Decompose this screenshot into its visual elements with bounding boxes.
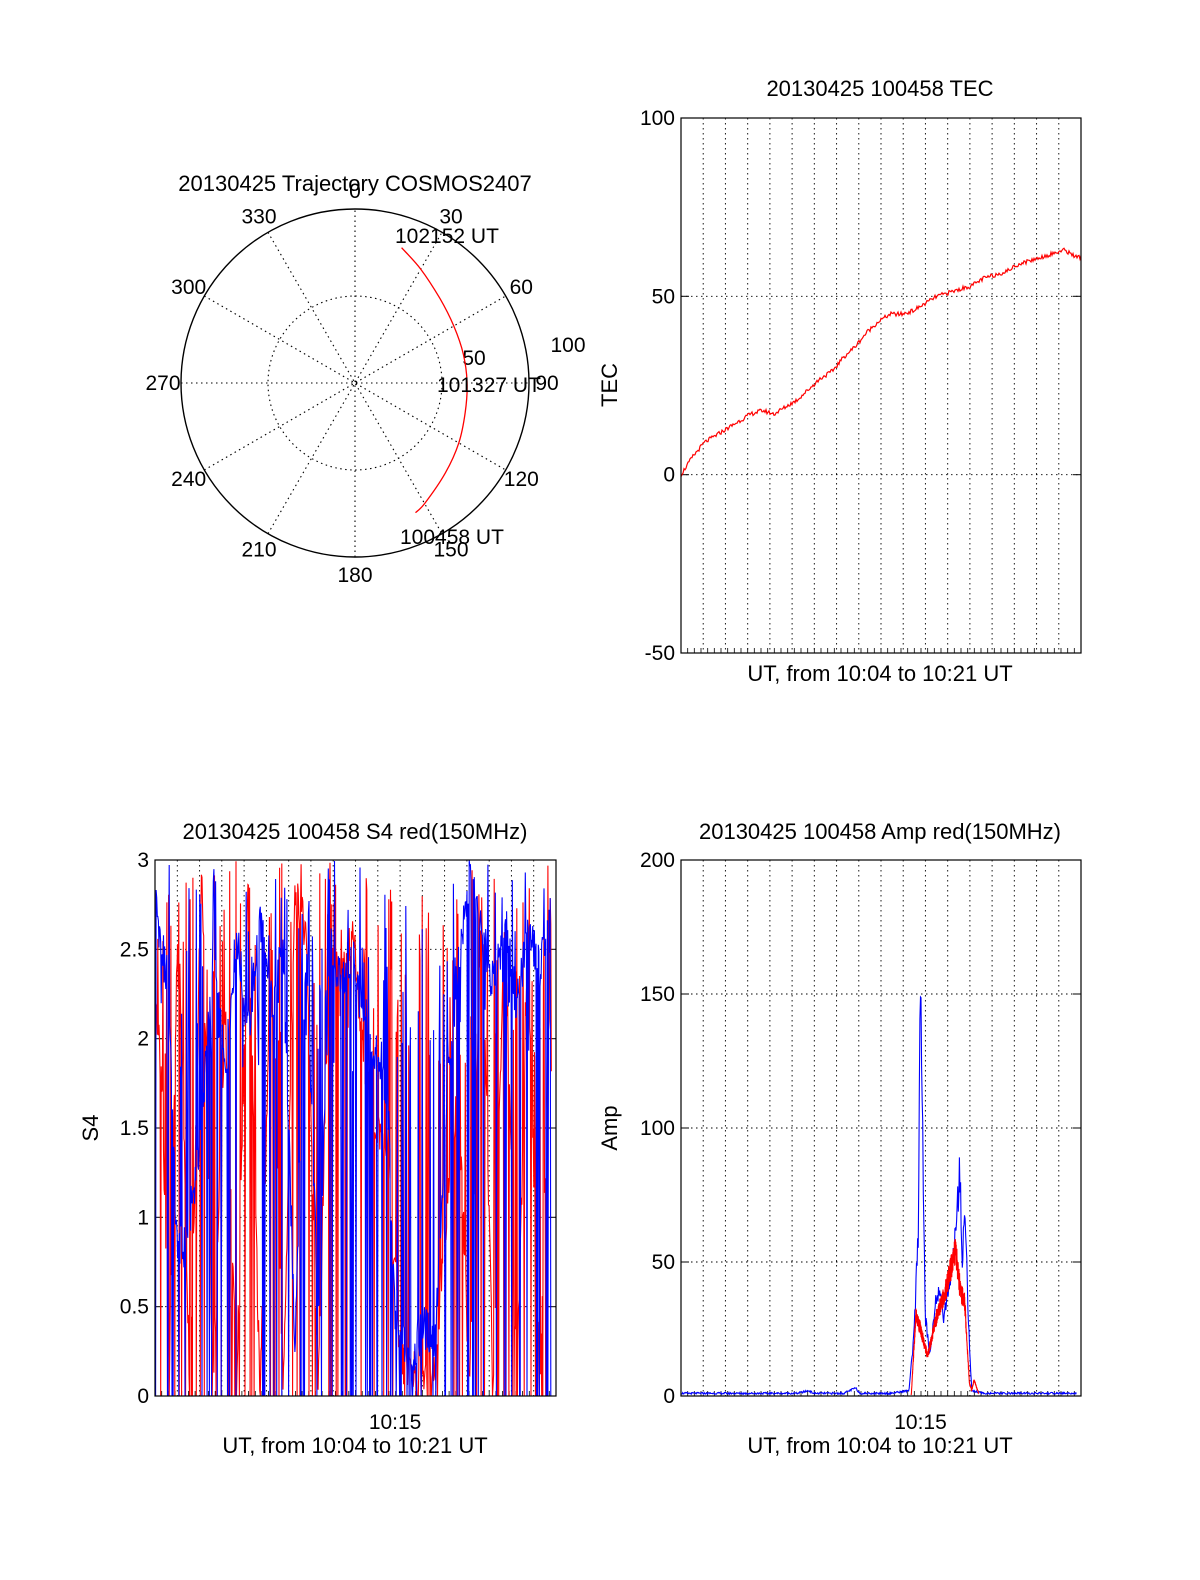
polar-grid-circle <box>267 295 443 471</box>
tec-title: 20130425 100458 TEC <box>766 76 993 101</box>
s4-x-axis-label: UT, from 10:04 to 10:21 UT <box>222 1433 487 1458</box>
polar-grid-spoke <box>204 295 506 471</box>
polar-grid-spoke <box>267 232 443 534</box>
s4-panel: 20130425 100458 S4 red(150MHz) 0 0.5 1 1.5 2… <box>78 819 557 1458</box>
x-tick-label: 10:15 <box>369 1411 422 1434</box>
amp-y-axis-label: Amp <box>597 1105 622 1150</box>
polar-angle-label: 330 <box>241 206 276 229</box>
polar-angle-label: 210 <box>241 538 276 561</box>
amp-x-ticks: 10:15 <box>894 1411 947 1434</box>
tec-y-ticks: -50 0 50 100 <box>640 107 675 665</box>
polar-angle-label: 120 <box>504 468 539 491</box>
polar-angle-label: 30 <box>439 206 462 229</box>
y-tick-label: 2 <box>137 1028 149 1051</box>
y-tick-label: 2.5 <box>120 938 149 961</box>
y-tick-label: 0 <box>137 1385 149 1408</box>
blue-series-line <box>680 995 1077 1396</box>
amp-x-axis-label: UT, from 10:04 to 10:21 UT <box>747 1433 1012 1458</box>
polar-radial-label-50: 50 <box>462 347 485 370</box>
annotation-middle-time: 101327 UT <box>437 374 541 397</box>
s4-series <box>154 860 552 1397</box>
y-tick-label: -50 <box>645 642 675 665</box>
s4-x-ticks: 10:15 <box>369 1411 422 1434</box>
trajectory-line <box>401 247 468 514</box>
y-tick-label: 100 <box>640 107 675 130</box>
polar-angle-labels: 0 30 60 90 120 150 180 210 240 270 300 330 <box>145 180 558 587</box>
y-tick-label: 0.5 <box>120 1296 149 1319</box>
tec-grid <box>681 117 1081 654</box>
y-tick-label: 50 <box>652 1251 675 1274</box>
polar-angle-label: 270 <box>145 372 180 395</box>
polar-angle-label: 90 <box>535 372 558 395</box>
tec-y-axis-label: TEC <box>597 363 622 407</box>
tec-series <box>680 247 1082 477</box>
polar-angle-label: 240 <box>171 468 206 491</box>
s4-y-axis-label: S4 <box>78 1115 103 1142</box>
s4-title: 20130425 100458 S4 red(150MHz) <box>183 819 528 844</box>
polar-radial-label-100: 100 <box>550 334 585 357</box>
red-series-line <box>910 1239 980 1396</box>
polar-trajectory-panel: 20130425 Trajectory COSMOS2407 0 30 60 90 12… <box>145 171 585 587</box>
x-tick-label: 10:15 <box>894 1411 947 1434</box>
amp-y-ticks: 0 50 100 150 200 <box>640 849 675 1408</box>
tec-plot-frame <box>680 117 1082 654</box>
y-tick-label: 0 <box>663 1385 675 1408</box>
y-tick-label: 1 <box>137 1206 149 1229</box>
polar-grid-spoke <box>204 295 506 471</box>
polar-angle-label: 0 <box>349 180 361 203</box>
polar-angle-label: 180 <box>337 564 372 587</box>
amp-title: 20130425 100458 Amp red(150MHz) <box>699 819 1061 844</box>
y-tick-label: 0 <box>663 464 675 487</box>
polar-angle-label: 60 <box>510 276 533 299</box>
tec-x-axis-label: UT, from 10:04 to 10:21 UT <box>747 661 1012 686</box>
annotation-end-time: 100458 UT <box>400 526 504 549</box>
y-tick-label: 200 <box>640 849 675 872</box>
amp-grid <box>681 859 1081 1397</box>
amp-panel: 20130425 100458 Amp red(150MHz) 0 50 100 15… <box>597 819 1082 1458</box>
y-tick-label: 100 <box>640 1117 675 1140</box>
polar-grid <box>181 209 529 557</box>
polar-angle-label: 300 <box>171 276 206 299</box>
y-tick-label: 150 <box>640 983 675 1006</box>
polar-grid-spoke <box>267 232 443 534</box>
annotation-start-time: 102152 UT <box>395 225 499 248</box>
amp-plot-frame <box>680 859 1082 1397</box>
polar-angle-label: 150 <box>433 538 468 561</box>
amp-series <box>680 995 1077 1396</box>
polar-title: 20130425 Trajectory COSMOS2407 <box>178 171 531 196</box>
y-tick-label: 50 <box>652 285 675 308</box>
red-series-line <box>680 247 1082 477</box>
s4-y-ticks: 0 0.5 1 1.5 2 2.5 3 <box>120 849 149 1408</box>
s4-plot-frame <box>154 859 557 1397</box>
tec-panel: 20130425 100458 TEC -50 0 50 100 TEC UT, fr… <box>597 76 1082 686</box>
polar-outer-circle <box>180 208 530 558</box>
y-tick-label: 3 <box>137 849 149 872</box>
y-tick-label: 1.5 <box>120 1117 149 1140</box>
